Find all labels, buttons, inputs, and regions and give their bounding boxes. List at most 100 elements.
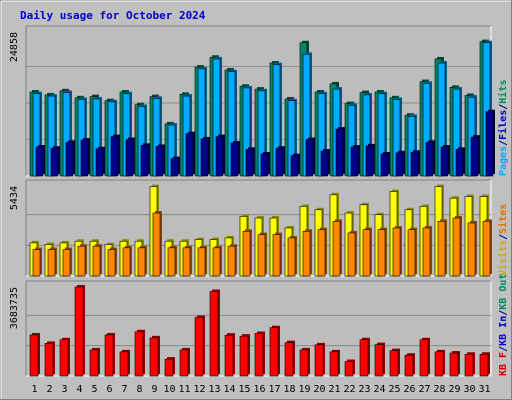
- x-tick-label-26: 26: [403, 384, 415, 395]
- bar-kb-f-6: [104, 334, 114, 377]
- x-tick-label-23: 23: [358, 384, 370, 395]
- legend-label-panel-1: Pages/Files/Hits: [497, 80, 509, 176]
- chart-panels: 24858Pages/Files/Hits5434Visits/Sites368…: [9, 25, 509, 395]
- bar-pages-29: [455, 149, 464, 177]
- bar-pages-3: [65, 142, 74, 177]
- bar-pages-20: [320, 150, 329, 177]
- bar-pages-24: [380, 153, 389, 177]
- bar-pages-9: [155, 146, 164, 177]
- bar-kb-f-19: [299, 349, 309, 377]
- series-pages: [35, 109, 495, 177]
- bar-pages-28: [440, 146, 449, 177]
- bar-pages-12: [200, 138, 209, 177]
- bar-sites-11: [182, 247, 191, 277]
- bar-sites-8: [137, 247, 146, 277]
- x-tick-label-28: 28: [433, 384, 445, 395]
- legend-label-panel-2: Visits/Sites: [497, 204, 509, 276]
- legend-kb-out: KB Out: [498, 274, 509, 310]
- bar-kb-f-4: [74, 286, 84, 377]
- bar-pages-22: [350, 146, 359, 177]
- bar-pages-4: [80, 139, 89, 177]
- y-axis-max-label: 5434: [9, 186, 20, 210]
- bar-pages-27: [425, 142, 434, 177]
- x-tick-label-2: 2: [46, 384, 52, 395]
- x-tick-label-22: 22: [343, 384, 355, 395]
- bar-sites-9: [152, 212, 161, 277]
- x-tick-label-18: 18: [283, 384, 295, 395]
- x-tick-label-31: 31: [478, 384, 490, 395]
- legend--: /: [498, 346, 509, 352]
- bar-sites-25: [392, 227, 401, 277]
- x-axis-labels: 1 2 3 4 5 6 7 8 9 10 11 12 13 14 15 16 17 18 19 20 21 22 23 24 2…: [31, 384, 490, 395]
- bar-pages-31: [485, 111, 494, 177]
- bar-sites-14: [227, 245, 236, 277]
- bar-kb-f-25: [389, 350, 399, 377]
- bar-kb-f-16: [254, 333, 264, 377]
- bar-pages-30: [470, 136, 479, 177]
- bar-sites-4: [77, 245, 86, 277]
- bar-sites-22: [347, 232, 356, 277]
- bar-pages-14: [230, 142, 239, 177]
- legend-kb-in: KB In: [498, 316, 509, 346]
- bar-pages-7: [125, 139, 134, 177]
- chart-panel-2: 5434 Visits/Sites: [9, 179, 509, 277]
- bar-pages-5: [95, 148, 104, 177]
- bar-sites-13: [212, 247, 221, 277]
- x-tick-label-19: 19: [298, 384, 310, 395]
- x-tick-label-14: 14: [223, 384, 235, 395]
- bar-sites-17: [272, 234, 281, 277]
- legend-files: Files: [497, 110, 509, 140]
- bar-kb-f-9: [149, 337, 159, 377]
- x-tick-label-13: 13: [208, 384, 220, 395]
- y-axis-max-label: 24858: [9, 32, 20, 62]
- bar-sites-3: [62, 249, 71, 277]
- bar-sites-19: [302, 230, 311, 277]
- bar-kb-f-5: [89, 349, 99, 377]
- bar-sites-1: [32, 249, 41, 277]
- legend--: /: [498, 140, 509, 146]
- bar-kb-f-11: [179, 349, 189, 377]
- bar-pages-23: [365, 145, 374, 177]
- bar-pages-1: [35, 146, 44, 177]
- x-tick-label-27: 27: [418, 384, 430, 395]
- bar-kb-f-14: [224, 334, 234, 377]
- x-tick-label-29: 29: [448, 384, 460, 395]
- x-tick-label-24: 24: [373, 384, 385, 395]
- bar-kb-f-22: [344, 361, 354, 377]
- x-tick-label-4: 4: [76, 384, 82, 395]
- bar-pages-10: [170, 158, 179, 177]
- x-tick-label-17: 17: [268, 384, 280, 395]
- x-tick-label-11: 11: [178, 384, 190, 395]
- bar-kb-f-21: [329, 351, 339, 377]
- bar-pages-21: [335, 128, 344, 177]
- chart-panel-1: 24858 Pages/Files/Hits: [9, 25, 509, 177]
- bar-sites-21: [332, 221, 341, 277]
- bar-sites-5: [92, 245, 101, 277]
- bar-pages-25: [395, 152, 404, 177]
- bar-sites-2: [47, 249, 56, 277]
- bar-kb-f-3: [59, 339, 69, 377]
- bar-kb-f-20: [314, 344, 324, 377]
- bar-kb-f-2: [44, 343, 54, 377]
- bar-pages-2: [50, 147, 59, 177]
- bar-sites-26: [407, 229, 416, 277]
- bar-sites-20: [317, 229, 326, 277]
- x-tick-label-15: 15: [238, 384, 250, 395]
- legend-visits: Visits: [497, 240, 509, 276]
- series-files: [32, 40, 492, 177]
- x-tick-label-7: 7: [121, 384, 127, 395]
- bar-sites-18: [287, 237, 296, 277]
- bar-sites-24: [377, 229, 386, 277]
- bar-kb-f-17: [269, 327, 279, 377]
- bar-kb-f-12: [194, 317, 204, 377]
- bar-pages-11: [185, 133, 194, 177]
- bar-pages-6: [110, 136, 119, 177]
- bar-kb-f-10: [164, 358, 174, 377]
- x-tick-label-12: 12: [193, 384, 205, 395]
- bar-kb-f-7: [119, 351, 129, 377]
- chart-title: Daily usage for October 2024: [20, 9, 206, 22]
- legend--: /: [498, 234, 509, 240]
- bar-sites-7: [122, 247, 131, 277]
- bar-pages-19: [305, 139, 314, 177]
